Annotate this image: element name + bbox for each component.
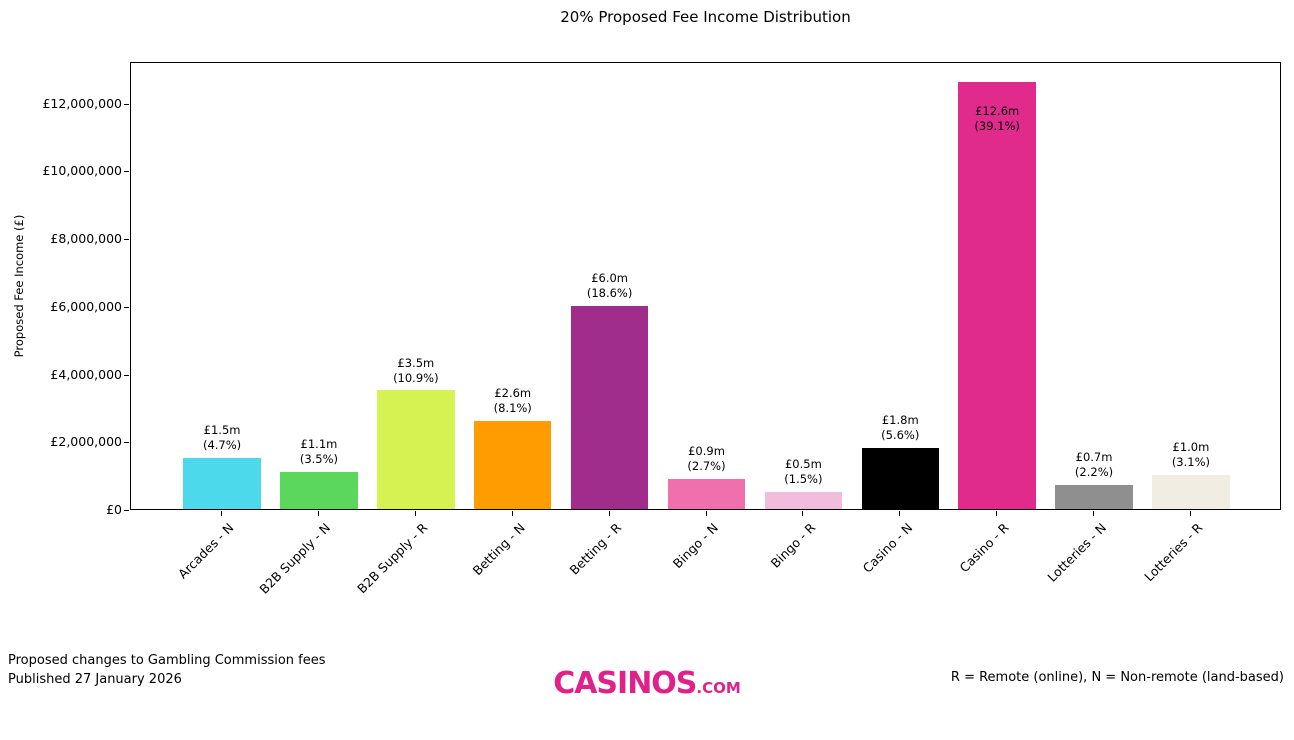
y-tick-mark [124, 510, 129, 511]
bar-annotation-bingo-n: £0.9m (2.7%) [687, 443, 726, 473]
y-tick-label-12000000: £12,000,000 [42, 95, 122, 111]
x-tick-label-bingo-r: Bingo - R [767, 520, 818, 571]
bar-casino-n [861, 448, 940, 509]
x-tick-mark [608, 511, 610, 516]
footer-source: Proposed changes to Gambling Commission … [8, 651, 326, 689]
x-tick-mark [414, 511, 416, 516]
bar-annotation-casino-n: £1.8m (5.6%) [881, 413, 920, 443]
footer-source-line1: Proposed changes to Gambling Commission … [8, 653, 326, 668]
y-tick-label-4000000: £4,000,000 [50, 366, 122, 382]
y-tick-mark [124, 104, 129, 105]
bar-arcades-n [183, 458, 261, 509]
x-tick-label-arcades-n: Arcades - N [175, 520, 237, 582]
bar-annotation-lotteries-r: £1.0m (3.1%) [1171, 440, 1211, 470]
logo-wordmark: CASINOS [553, 666, 697, 701]
bar-annotation-casino-r: £12.6m (39.1%) [974, 104, 1020, 134]
plot-area: £1.5m (4.7%) £1.1m (3.5%) £3.5m (10.9%) £2.… [130, 62, 1281, 510]
x-tick-label-lotteries-n: Lotteries - N [1043, 520, 1109, 585]
x-tick-mark [899, 511, 901, 516]
y-tick-label-6000000: £6,000,000 [50, 298, 122, 314]
y-tick-mark [124, 171, 129, 172]
bar-b2b-supply-n [280, 471, 358, 509]
y-tick-mark [124, 307, 129, 308]
x-tick-mark [802, 511, 804, 516]
bar-lotteries-n [1055, 485, 1133, 509]
y-tick-label-0: £0 [106, 502, 122, 517]
x-tick-label-b2b-supply-r: B2B Supply - R [354, 520, 431, 597]
casinos-logo: CASINOS.COM [0, 666, 1294, 701]
bar-annotation-lotteries-n: £0.7m (2.2%) [1074, 450, 1114, 480]
x-tick-label-bingo-n: Bingo - N [669, 520, 722, 572]
bar-annotation-betting-r: £6.0m (18.6%) [586, 270, 633, 300]
bar-bingo-r [764, 492, 843, 509]
x-tick-label-casino-n: Casino - N [859, 520, 915, 576]
bar-annotation-arcades-n: £1.5m (4.7%) [202, 423, 242, 453]
x-tick-mark [221, 511, 223, 516]
bar-lotteries-r [1152, 475, 1230, 509]
x-tick-mark [317, 511, 319, 516]
y-tick-mark [124, 239, 129, 240]
bar-b2b-supply-r [377, 390, 455, 509]
x-tick-label-casino-r: Casino - R [956, 520, 1012, 576]
x-tick-mark [511, 511, 513, 516]
bar-bingo-n [667, 478, 746, 509]
x-tick-label-b2b-supply-n: B2B Supply - N [256, 520, 334, 597]
footer-source-line2: Published 27 January 2026 [8, 672, 182, 687]
bar-annotation-betting-n: £2.6m (8.1%) [493, 386, 532, 416]
bar-annotation-bingo-r: £0.5m (1.5%) [784, 457, 823, 487]
bar-annotation-b2b-supply-r: £3.5m (10.9%) [393, 355, 439, 385]
y-tick-label-2000000: £2,000,000 [50, 434, 122, 450]
x-tick-label-lotteries-r: Lotteries - R [1141, 520, 1206, 585]
footer-key: R = Remote (online), N = Non-remote (lan… [950, 670, 1284, 685]
y-tick-label-8000000: £8,000,000 [50, 231, 122, 247]
bar-betting-r [570, 305, 649, 509]
x-tick-mark [996, 511, 998, 516]
bar-casino-r [958, 82, 1036, 509]
chart-title: 20% Proposed Fee Income Distribution [560, 8, 851, 26]
logo-domain-suffix: .COM [696, 679, 741, 697]
y-tick-label-10000000: £10,000,000 [42, 163, 122, 179]
x-tick-mark [1189, 511, 1191, 516]
x-tick-mark [705, 511, 707, 516]
y-tick-mark [124, 375, 129, 376]
bar-annotation-b2b-supply-n: £1.1m (3.5%) [299, 436, 339, 466]
y-tick-mark [124, 442, 129, 443]
x-tick-label-betting-n: Betting - N [469, 520, 528, 579]
x-tick-label-betting-r: Betting - R [566, 520, 625, 578]
x-tick-mark [1093, 511, 1095, 516]
bar-betting-n [473, 420, 552, 509]
